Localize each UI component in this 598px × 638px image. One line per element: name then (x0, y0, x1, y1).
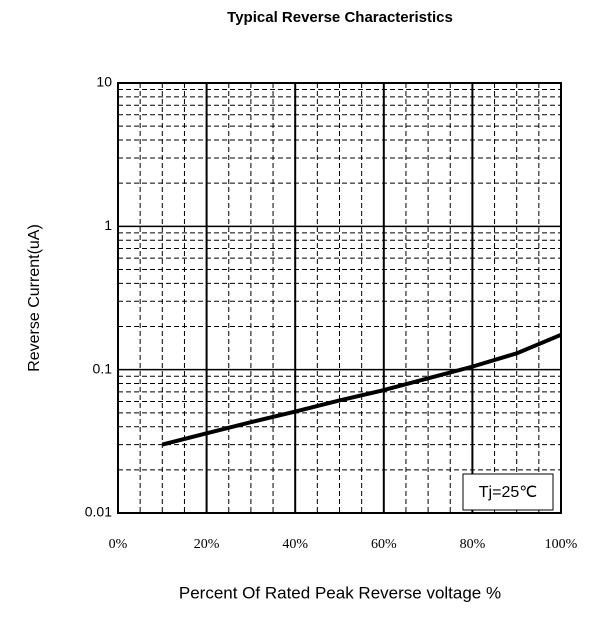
annotation: Tj=25℃ (479, 484, 537, 501)
x-tick-label: 60% (371, 537, 397, 552)
x-axis-label: Percent Of Rated Peak Reverse voltage % (179, 583, 501, 602)
chart-title: Typical Reverse Characteristics (227, 9, 453, 26)
annotation-box (462, 473, 554, 511)
plot-frame (117, 82, 562, 514)
x-tick-label: 80% (460, 537, 486, 552)
series-line (161, 332, 562, 447)
y-axis-label: Reverse Current(uA) (26, 224, 43, 372)
x-tick-label: 20% (194, 537, 220, 552)
x-tick-label: 40% (282, 537, 308, 552)
x-tick-label: 100% (545, 537, 578, 552)
y-tick-label: 0.1 (93, 360, 113, 376)
y-tick-label: 10 (96, 74, 112, 90)
y-tick-label: 0.01 (85, 504, 112, 520)
x-tick-label: 0% (109, 537, 128, 552)
y-tick-label: 1 (104, 217, 112, 233)
